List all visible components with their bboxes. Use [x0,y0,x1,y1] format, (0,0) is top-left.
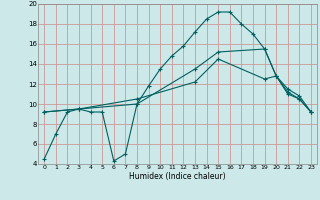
X-axis label: Humidex (Indice chaleur): Humidex (Indice chaleur) [129,172,226,181]
